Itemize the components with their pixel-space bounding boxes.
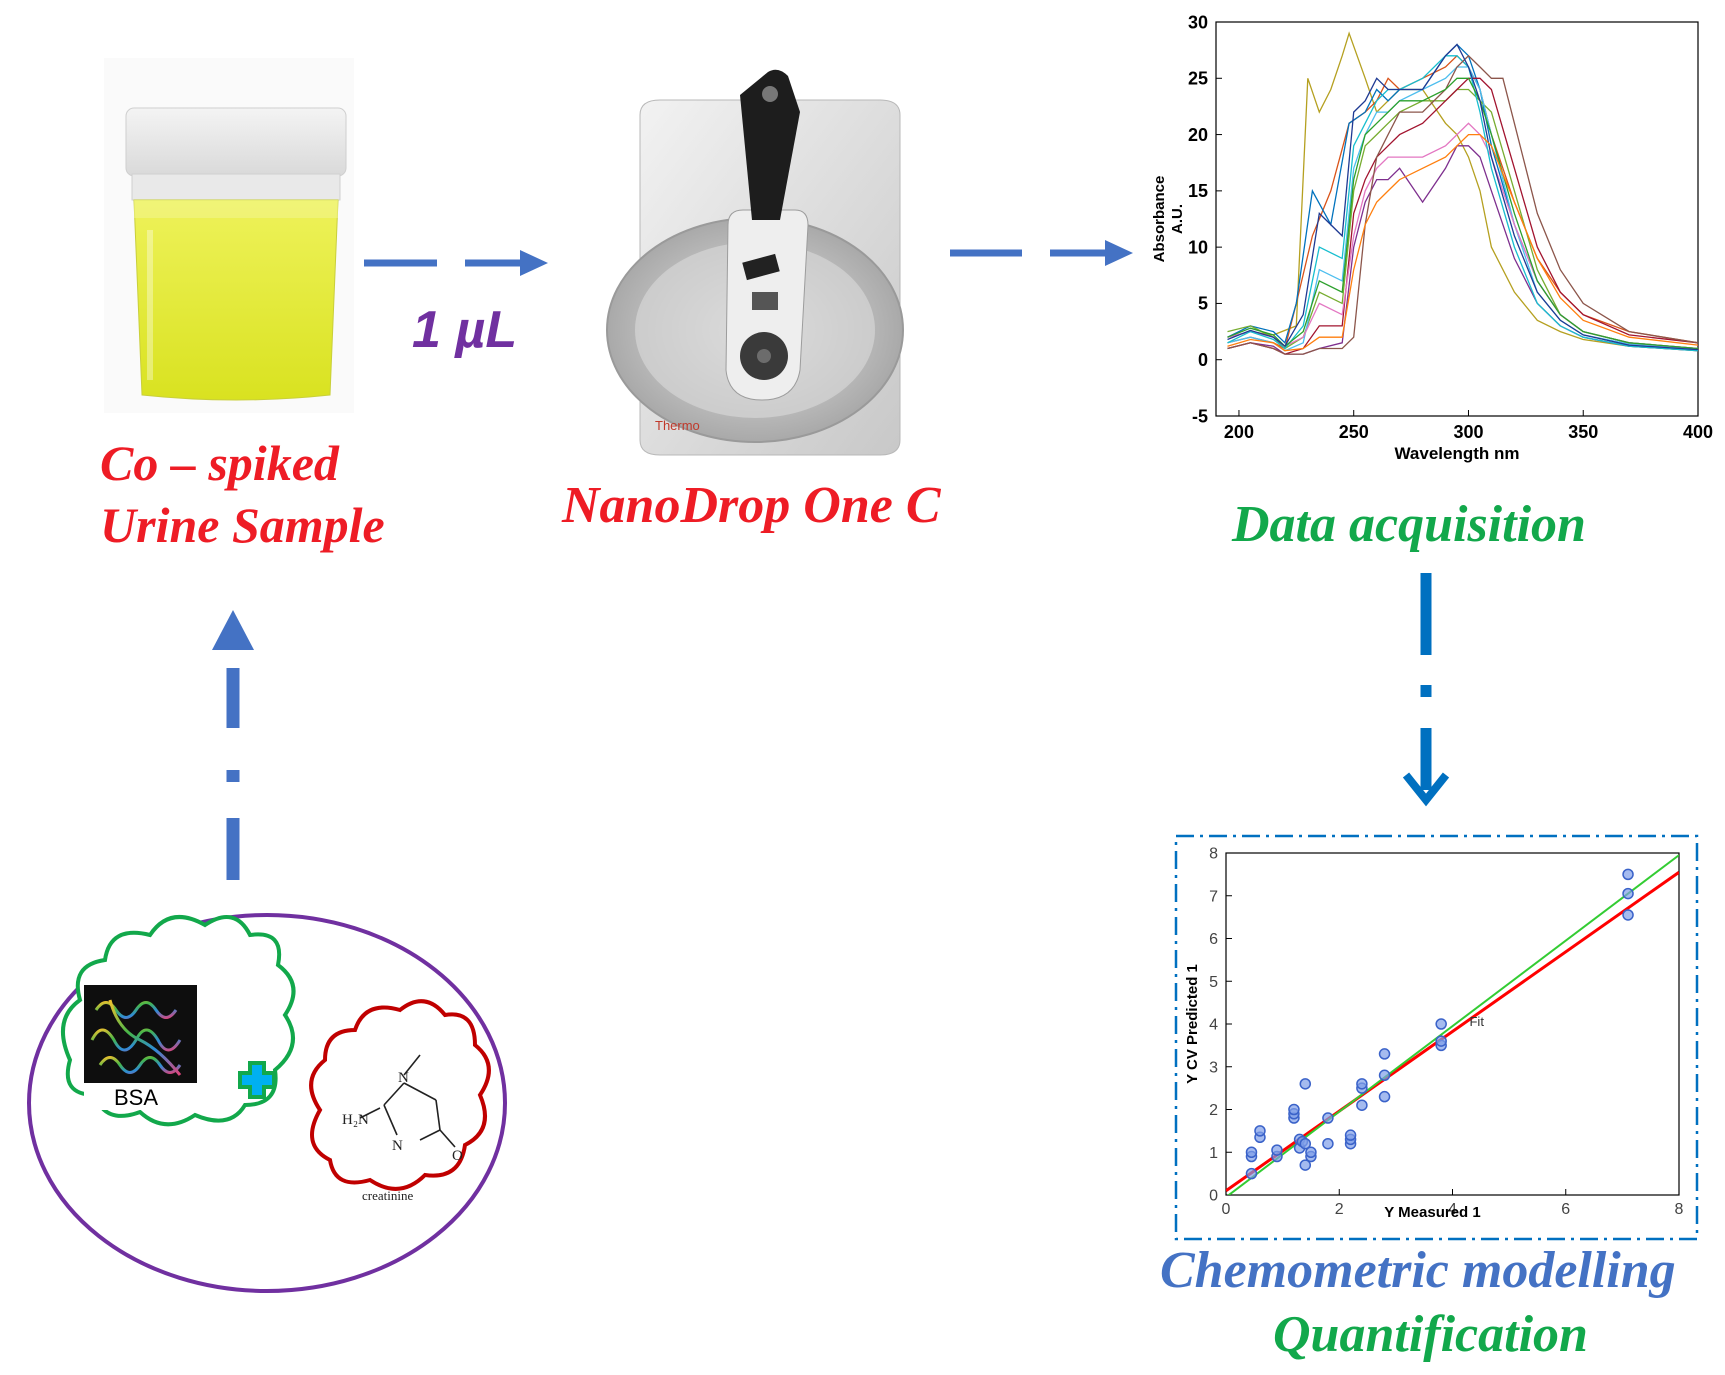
x-tick-label: 4 bbox=[1448, 1201, 1457, 1218]
x-tick-label: 400 bbox=[1683, 422, 1713, 442]
nanodrop-spectrophotometer-icon: Thermo bbox=[606, 69, 904, 456]
data-point bbox=[1622, 909, 1634, 921]
data-point bbox=[1305, 1146, 1317, 1158]
data-point bbox=[1356, 1099, 1368, 1111]
brand-label: Thermo bbox=[655, 418, 700, 433]
data-point bbox=[1378, 1069, 1391, 1082]
y-tick-label: 8 bbox=[1209, 846, 1218, 863]
y-tick-label: 10 bbox=[1188, 237, 1208, 257]
bsa-protein-structure-icon bbox=[90, 999, 182, 1076]
y-tick-label: 3 bbox=[1209, 1059, 1218, 1076]
x-tick-label: 350 bbox=[1568, 422, 1598, 442]
y-tick-label: 5 bbox=[1209, 974, 1218, 991]
data-point bbox=[1299, 1159, 1312, 1171]
n-label-1: N bbox=[398, 1070, 409, 1086]
arrow-matrix-to-sample bbox=[212, 610, 254, 880]
data-point bbox=[1378, 1048, 1391, 1060]
plot-area bbox=[1215, 21, 1699, 417]
y-tick-label: 2 bbox=[1209, 1102, 1218, 1119]
n-label-2: N bbox=[392, 1138, 403, 1154]
volume-label: 1 µL bbox=[412, 301, 518, 359]
y-tick-label: 0 bbox=[1209, 1188, 1218, 1205]
o-label: O bbox=[452, 1148, 463, 1164]
spectrum-series-9 bbox=[1227, 55, 1698, 352]
acquisition-label: Data acquisition bbox=[1232, 496, 1586, 553]
data-point bbox=[1356, 1078, 1368, 1090]
spectrum-series-12 bbox=[1227, 43, 1698, 351]
data-point bbox=[1245, 1146, 1258, 1158]
y-axis-label: Y CV Predicted 1 bbox=[1184, 964, 1201, 1084]
sample-label-line1: Co – spiked bbox=[100, 435, 339, 491]
sample-label-line2: Urine Sample bbox=[100, 497, 385, 553]
y-tick-label: 5 bbox=[1198, 294, 1208, 314]
x-tick-label: 6 bbox=[1561, 1201, 1570, 1218]
urine-sample-cup-icon bbox=[104, 58, 354, 413]
data-point bbox=[1378, 1090, 1391, 1103]
data-point bbox=[1288, 1103, 1300, 1116]
arrow-data-to-model bbox=[1402, 573, 1450, 807]
y-tick-label: 30 bbox=[1188, 12, 1208, 32]
data-point bbox=[1299, 1078, 1312, 1090]
creatinine-label: creatinine bbox=[362, 1188, 413, 1203]
x-tick-label: 300 bbox=[1453, 422, 1483, 442]
y-tick-label: 1 bbox=[1209, 1145, 1218, 1162]
fit-annotation: Fit bbox=[1469, 1014, 1484, 1029]
creatinine-cloud: H₂N N N O creatinine bbox=[309, 999, 491, 1203]
absorbance-spectrum-chart: 200 250 300 350 400 -5 0 5 10 15 20 25 30 Wavelength … bbox=[1151, 12, 1713, 463]
data-point bbox=[1245, 1167, 1258, 1180]
y-tick-label: -5 bbox=[1192, 406, 1208, 426]
spectrum-series-10 bbox=[1227, 54, 1698, 355]
y-tick-label: 7 bbox=[1209, 888, 1218, 905]
spectrum-series-13 bbox=[1227, 133, 1698, 352]
bsa-label: BSA bbox=[114, 1085, 158, 1110]
data-point bbox=[1344, 1129, 1357, 1141]
x-tick-label: 2 bbox=[1335, 1201, 1344, 1218]
x-tick-label: 200 bbox=[1224, 422, 1254, 442]
y-tick-label: 4 bbox=[1209, 1017, 1218, 1034]
h2n-label: H₂N bbox=[342, 1112, 369, 1128]
data-point bbox=[1435, 1035, 1447, 1047]
bsa-cloud: BSA bbox=[61, 915, 296, 1127]
quantification-label: Quantification bbox=[1273, 1306, 1588, 1363]
arrow-instrument-to-data bbox=[950, 240, 1133, 266]
y-tick-label: 15 bbox=[1188, 181, 1208, 201]
modelling-label: Chemometric modelling bbox=[1160, 1242, 1676, 1299]
instrument-label: NanoDrop One C bbox=[562, 477, 941, 534]
y-tick-label: 20 bbox=[1188, 125, 1208, 145]
y-axis-label-line1: Absorbance bbox=[1151, 176, 1168, 263]
y-axis-label-line2: A.U. bbox=[1169, 204, 1186, 234]
plus-icon bbox=[238, 1061, 276, 1099]
y-tick-label: 6 bbox=[1209, 931, 1218, 948]
x-axis-label: Wavelength nm bbox=[1395, 444, 1520, 463]
x-axis-label: Y Measured 1 bbox=[1384, 1204, 1480, 1221]
creatinine-structure-icon bbox=[359, 1054, 456, 1148]
data-point bbox=[1622, 887, 1634, 900]
data-point bbox=[1299, 1137, 1312, 1150]
y-tick-label: 25 bbox=[1188, 69, 1208, 89]
spectra-lines bbox=[1227, 31, 1698, 355]
x-tick-label: 250 bbox=[1339, 422, 1369, 442]
x-tick-label: 0 bbox=[1222, 1201, 1231, 1218]
x-tick-label: 8 bbox=[1675, 1201, 1684, 1218]
data-point bbox=[1254, 1125, 1266, 1137]
arrow-sample-to-instrument bbox=[364, 250, 548, 276]
data-point bbox=[1622, 868, 1634, 881]
y-tick-label: 0 bbox=[1198, 350, 1208, 370]
prediction-scatter-chart: 0 2 4 6 8 0 1 2 3 4 5 6 7 8 Fit Y Measured 1 Y CV Predic… bbox=[1184, 846, 1684, 1221]
data-point bbox=[1435, 1018, 1447, 1030]
spectrum-series-11 bbox=[1227, 77, 1698, 350]
data-point bbox=[1271, 1144, 1283, 1156]
data-point bbox=[1322, 1112, 1334, 1124]
data-point bbox=[1322, 1137, 1334, 1150]
